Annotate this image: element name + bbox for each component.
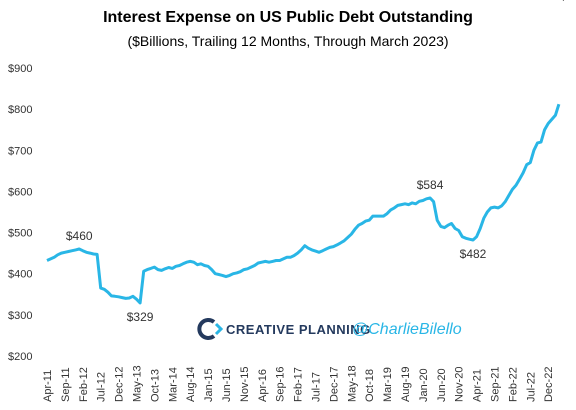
x-tick-label: May-13 bbox=[132, 365, 144, 402]
y-tick-label: $300 bbox=[8, 310, 32, 322]
x-tick-label: Sep-21 bbox=[490, 367, 502, 402]
x-tick-label: Feb-17 bbox=[293, 367, 305, 402]
x-tick-label: Jul-22 bbox=[525, 372, 537, 402]
y-tick-label: $400 bbox=[8, 269, 32, 281]
x-tick-label: Jan-20 bbox=[418, 368, 430, 402]
x-tick-label: Nov-20 bbox=[454, 367, 466, 402]
y-tick-label: $700 bbox=[8, 145, 32, 157]
x-tick-label: Sep-11 bbox=[60, 367, 72, 402]
x-tick-label: Apr-16 bbox=[257, 369, 269, 402]
x-tick-label: Jul-17 bbox=[311, 372, 323, 402]
data-label: $482 bbox=[460, 247, 487, 261]
x-tick-label: Dec-22 bbox=[543, 367, 555, 402]
y-tick-label: $200 bbox=[8, 351, 32, 363]
x-tick-label: Feb-22 bbox=[507, 367, 519, 402]
x-tick-label: Nov-15 bbox=[239, 367, 251, 402]
logo bbox=[197, 318, 224, 340]
chart-title: Interest Expense on US Public Debt Outst… bbox=[103, 9, 473, 26]
data-label: $584 bbox=[417, 178, 444, 192]
x-tick-label: Apr-21 bbox=[472, 369, 484, 402]
x-tick-label: Oct-13 bbox=[149, 369, 161, 402]
x-tick-label: Apr-11 bbox=[42, 370, 54, 402]
y-tick-label: $900 bbox=[8, 63, 32, 75]
data-label: $329 bbox=[127, 310, 154, 324]
y-tick-label: $600 bbox=[8, 186, 32, 198]
data-label: $460 bbox=[66, 229, 93, 243]
x-tick-label: Jan-15 bbox=[203, 368, 215, 402]
x-tick-label: Jul-12 bbox=[96, 372, 108, 402]
x-tick-label: Jun-15 bbox=[221, 368, 233, 402]
x-tick-label: Dec-17 bbox=[328, 367, 340, 402]
x-tick-label: Jun-20 bbox=[436, 368, 448, 402]
x-tick-label: Mar-19 bbox=[382, 367, 394, 402]
watermark: CREATIVE PLANNING bbox=[226, 322, 371, 337]
watermark: @CharlieBilello bbox=[352, 321, 462, 338]
x-tick-label: May-18 bbox=[346, 365, 358, 402]
x-tick-label: Feb-12 bbox=[78, 367, 90, 402]
data-line bbox=[46, 103, 561, 305]
logo-icon bbox=[197, 318, 216, 340]
data-label: $812 bbox=[560, 0, 576, 3]
x-tick-label: Sep-16 bbox=[275, 367, 287, 402]
y-tick-label: $500 bbox=[8, 228, 32, 240]
chart-subtitle: ($Billions, Trailing 12 Months, Through … bbox=[127, 33, 448, 49]
x-tick-label: Aug-19 bbox=[400, 367, 412, 402]
y-tick-label: $800 bbox=[8, 104, 32, 116]
x-tick-label: Mar-14 bbox=[167, 367, 179, 402]
logo-icon bbox=[214, 322, 224, 336]
x-tick-label: Dec-12 bbox=[114, 367, 126, 402]
x-tick-label: Aug-14 bbox=[185, 367, 197, 402]
x-tick-label: Oct-18 bbox=[364, 369, 376, 402]
